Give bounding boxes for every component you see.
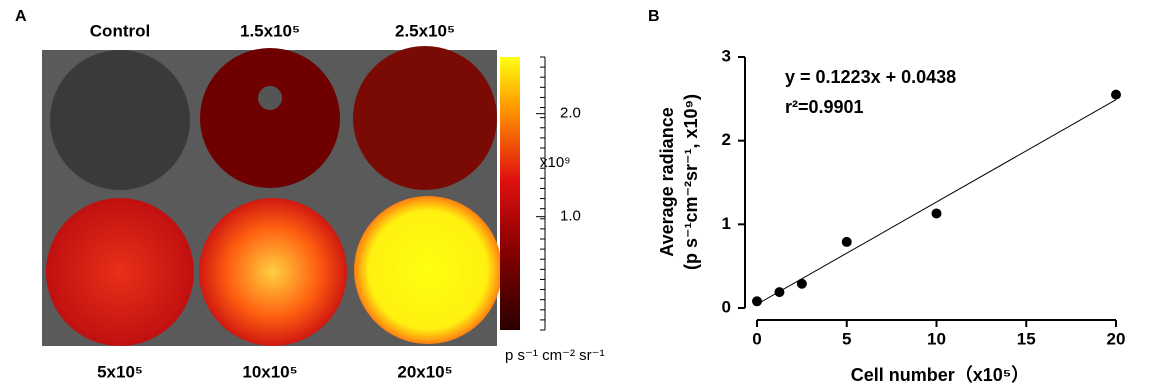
y-tick-label: 0	[722, 297, 731, 316]
equation: y = 0.1223x + 0.0438	[785, 67, 956, 87]
point	[1111, 90, 1121, 100]
x-tick-label: 20	[1107, 329, 1126, 348]
x-axis-label: Cell number（x10⁵）	[851, 365, 1030, 385]
well-label: 20x10⁵	[397, 362, 452, 381]
point	[752, 296, 762, 306]
panel-letter: A	[15, 8, 27, 25]
panel-letter: B	[648, 8, 660, 25]
colorbar-tick-label: 1.0	[560, 208, 581, 225]
point	[774, 287, 784, 297]
x-tick-label: 0	[752, 329, 761, 348]
well-label: 5x10⁵	[97, 362, 143, 381]
y-axis-label: Average radiance	[657, 107, 677, 256]
x-tick-label: 15	[1017, 329, 1036, 348]
colorbar-multiplier: x10⁹	[540, 154, 571, 171]
page: {"chart_data": [ {"type": "image", "pane…	[0, 0, 1155, 387]
well-image	[42, 46, 502, 346]
x-tick-label: 10	[927, 329, 946, 348]
y-tick-label: 1	[722, 214, 731, 233]
y-tick-label: 2	[722, 130, 731, 149]
figure: A B x10⁹ p s⁻¹ cm⁻² sr⁻¹ Cell number（x10…	[0, 0, 1155, 387]
y-axis-label: (p s⁻¹cm⁻²sr⁻¹, x10⁹)	[681, 94, 701, 270]
x-tick-label: 5	[842, 329, 851, 348]
colorbar-unit: p s⁻¹ cm⁻² sr⁻¹	[505, 347, 605, 364]
y-tick-label: 3	[722, 46, 731, 65]
well-label: 1.5x10⁵	[240, 21, 300, 40]
colorbar	[500, 57, 520, 330]
fit-line	[757, 100, 1116, 305]
point	[842, 237, 852, 247]
well-label: Control	[90, 21, 150, 40]
colorbar-minor-ticks	[540, 57, 545, 330]
well-label: 10x10⁵	[242, 362, 297, 381]
well-label: 2.5x10⁵	[395, 21, 455, 40]
colorbar-tick-label: 2.0	[560, 105, 581, 122]
point	[797, 279, 807, 289]
r-squared: r²=0.9901	[785, 97, 864, 117]
point	[932, 208, 942, 218]
